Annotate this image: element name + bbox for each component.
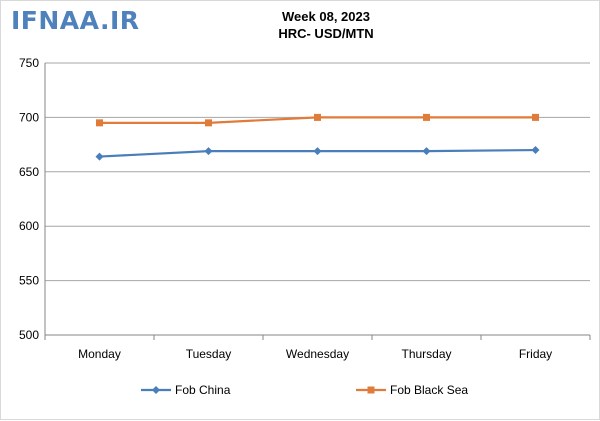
y-tick-label: 700: [19, 110, 39, 124]
data-point: [95, 152, 104, 161]
y-tick-label: 500: [19, 328, 39, 342]
y-tick-label: 550: [19, 274, 39, 288]
data-point: [422, 147, 431, 156]
x-tick-label: Thursday: [401, 347, 451, 361]
data-point: [96, 119, 103, 127]
chart-title: Week 08, 2023: [282, 9, 370, 24]
data-point: [314, 113, 321, 121]
data-point: [532, 113, 539, 121]
data-point: [204, 147, 213, 156]
watermark-logo: IFNAA.IR: [11, 6, 140, 35]
y-tick-label: 750: [19, 56, 39, 70]
y-tick-label: 600: [19, 219, 39, 233]
data-point: [423, 113, 430, 121]
legend-label: Fob Black Sea: [390, 383, 468, 397]
x-tick-label: Tuesday: [186, 347, 232, 361]
legend-marker: [367, 386, 375, 394]
data-point: [531, 146, 540, 155]
x-tick-label: Wednesday: [286, 347, 349, 361]
chart-subtitle: HRC- USD/MTN: [278, 26, 374, 41]
data-point: [205, 119, 212, 127]
legend-label: Fob China: [175, 383, 231, 397]
y-tick-label: 650: [19, 165, 39, 179]
data-point: [313, 147, 322, 156]
x-tick-label: Friday: [519, 347, 552, 361]
x-tick-label: Monday: [78, 347, 121, 361]
legend-marker: [152, 386, 160, 394]
